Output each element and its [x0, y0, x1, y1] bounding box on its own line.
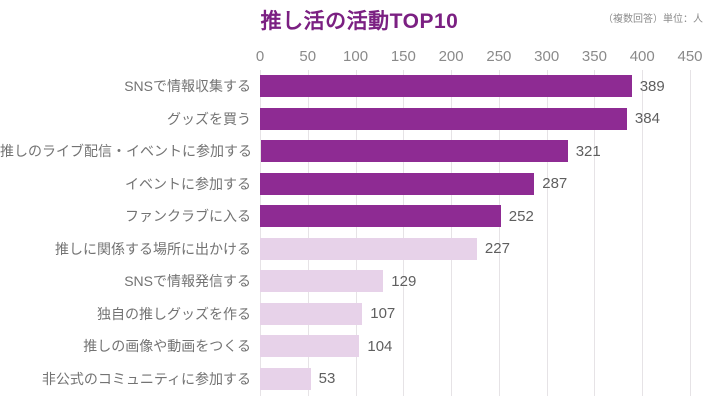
value-label: 321	[575, 142, 601, 160]
grid-line	[642, 70, 644, 396]
grid-line	[546, 70, 548, 396]
grid-line	[260, 70, 261, 396]
grid-line	[498, 70, 500, 396]
category-label: ファンクラブに入る	[125, 208, 251, 225]
x-tick-label: 400	[629, 48, 655, 65]
bar	[260, 270, 384, 293]
x-tick-label: 450	[677, 48, 703, 65]
x-tick-label: 200	[438, 48, 464, 65]
value-label: 227	[484, 240, 510, 258]
bar-row: ファンクラブに入る 252	[0, 200, 719, 233]
chart-unit-note: （複数回答）単位：人	[603, 14, 703, 25]
bar-row: 非公式のコミュニティに参加する 53	[0, 363, 719, 396]
category-label: イベントに参加する	[125, 175, 251, 192]
x-tick-label: 300	[534, 48, 560, 65]
category-label: 推しに関係する場所に出かける	[55, 240, 251, 257]
grid-line	[690, 70, 691, 396]
value-label: 287	[542, 175, 568, 193]
bar	[260, 172, 535, 195]
category-label: グッズを買う	[167, 110, 251, 127]
bar	[260, 335, 360, 358]
gridlines	[0, 70, 719, 396]
bar-row: 推しの画像や動画をつくる 104	[0, 330, 719, 363]
category-label: 推しの画像や動画をつくる	[83, 338, 251, 355]
bar-row: 独自の推しグッズを作る 107	[0, 298, 719, 331]
grid-line	[594, 70, 596, 396]
bar	[261, 140, 568, 163]
value-label: 53	[318, 370, 336, 388]
x-tick-label: 250	[486, 48, 512, 65]
bar-row: 推しのライブ配信・イベントに参加する 321	[0, 135, 719, 168]
bar	[260, 237, 477, 260]
x-tick-label: 50	[299, 48, 317, 65]
category-label: 非公式のコミュニティに参加する	[41, 370, 251, 387]
category-label: 独自の推しグッズを作る	[97, 305, 251, 322]
value-label: 129	[391, 272, 417, 290]
bar-row: グッズを買う 384	[0, 103, 719, 136]
category-label: 推しのライブ配信・イベントに参加する	[0, 143, 252, 160]
bar	[260, 367, 311, 390]
bar-row: イベントに参加する 287	[0, 168, 719, 201]
value-label: 107	[370, 305, 396, 323]
grid-line	[355, 70, 357, 396]
grid-line	[403, 70, 405, 396]
category-label: SNSで情報発信する	[124, 273, 251, 290]
bar	[260, 75, 632, 98]
chart-title: 推し活の活動TOP10	[260, 10, 459, 33]
value-label: 384	[634, 110, 660, 128]
value-label: 252	[508, 207, 534, 225]
value-label: 104	[367, 337, 393, 355]
bar	[260, 302, 363, 325]
bar-row: 推しに関係する場所に出かける 227	[0, 233, 719, 266]
bar	[260, 107, 627, 130]
bar-row: SNSで情報発信する 129	[0, 265, 719, 298]
x-tick-label: 150	[390, 48, 416, 65]
grid-line	[451, 70, 453, 396]
bar-row: SNSで情報収集する 389	[0, 70, 719, 103]
x-tick-label: 0	[255, 48, 265, 65]
bar	[260, 205, 501, 228]
x-axis-ticks: 0 50 100 150 200 250 300 350 400 450	[0, 48, 719, 66]
category-label: SNSで情報収集する	[124, 78, 251, 95]
value-label: 389	[639, 77, 665, 95]
x-tick-label: 100	[343, 48, 369, 65]
x-tick-label: 350	[581, 48, 607, 65]
bar-rows: SNSで情報収集する 389 グッズを買う 384 推しのライブ配信・イベントに参加する…	[0, 70, 719, 395]
grid-line	[307, 70, 309, 396]
